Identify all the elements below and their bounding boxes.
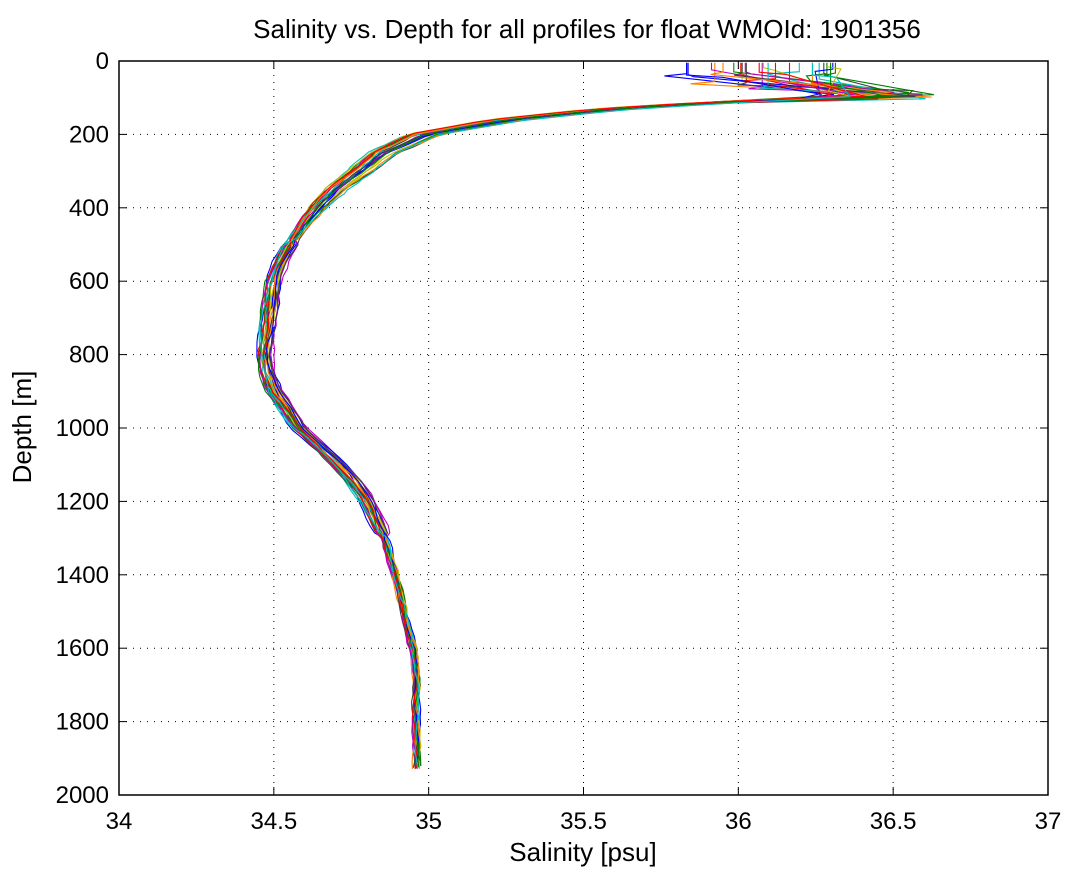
y-tick-label: 1000 [56,415,109,442]
y-tick-label: 1800 [56,709,109,736]
x-tick-label: 36.5 [870,808,917,835]
x-tick-label: 34 [106,808,133,835]
y-tick-label: 800 [69,342,109,369]
x-axis-label: Salinity [psu] [509,837,656,867]
y-tick-label: 400 [69,195,109,222]
x-tick-label: 34.5 [250,808,297,835]
x-tick-label: 36 [725,808,752,835]
y-tick-label: 0 [96,48,109,75]
x-tick-label: 35 [415,808,442,835]
y-tick-label: 1200 [56,488,109,515]
profile-line [260,62,852,769]
y-axis-label: Depth [m] [7,371,37,484]
y-tick-label: 2000 [56,782,109,809]
x-tick-label: 37 [1035,808,1062,835]
y-tick-label: 1400 [56,562,109,589]
series-layer [256,62,934,770]
profile-line [262,62,865,768]
chart-title: Salinity vs. Depth for all profiles for … [253,14,921,44]
profile-line [259,62,851,767]
y-tick-label: 200 [69,121,109,148]
profile-line [259,62,856,769]
x-tick-label: 35.5 [560,808,607,835]
y-tick-label: 1600 [56,635,109,662]
tick-layer: 34 34.5 35 35.5 36 36.5 37 0 200 400 600 800 1000 120… [56,48,1062,835]
y-tick-label: 600 [69,268,109,295]
